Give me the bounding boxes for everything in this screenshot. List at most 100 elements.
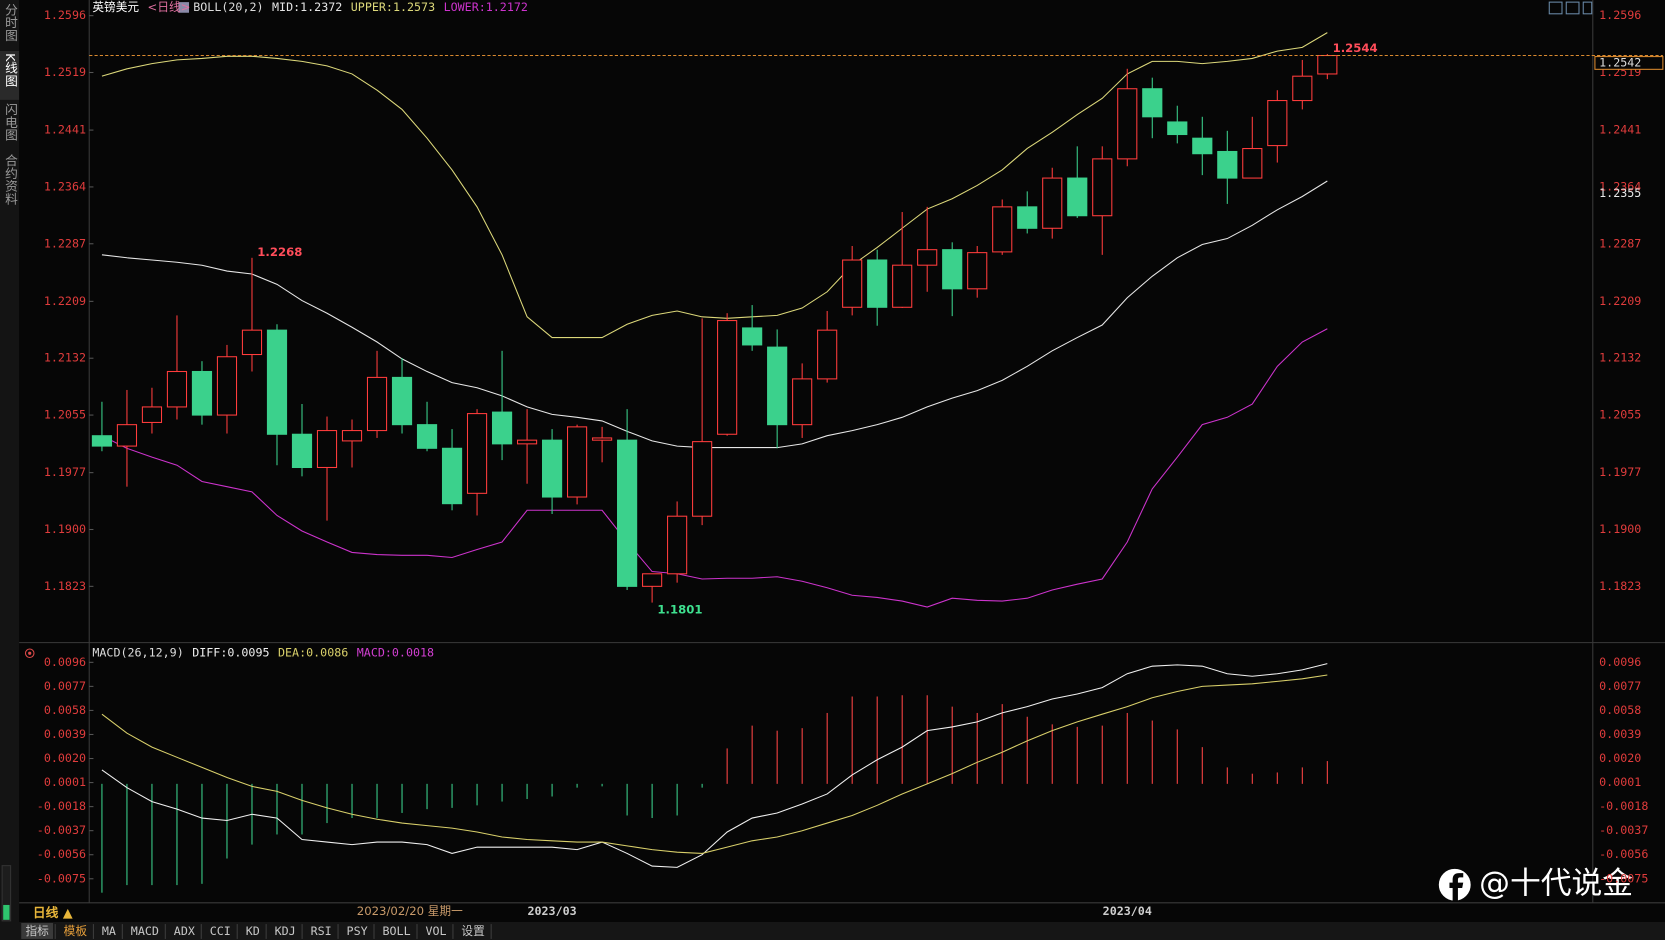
scroll-thumb[interactable]: [3, 904, 10, 920]
icon-button[interactable]: [1582, 1, 1593, 15]
y-tick-label: 1.2132: [44, 351, 86, 365]
y-tick-label: 1.2596: [44, 8, 86, 22]
sidebar-tab[interactable]: 合约资料: [2, 154, 17, 205]
y-tick-label-right: 0.0020: [1599, 751, 1641, 765]
y-tick-label-right: 1.1977: [1599, 465, 1641, 479]
window-icons: [1548, 1, 1593, 15]
price-box-label: 1.2542: [1599, 55, 1641, 69]
legend-item: 英镑美元: [92, 0, 139, 14]
y-tick-label: -0.0056: [37, 847, 86, 861]
y-tick-label: 1.1900: [44, 522, 86, 536]
sidebar-tab[interactable]: K线图: [2, 53, 17, 87]
macd-line: [101, 674, 1328, 854]
y-tick-label-right: 0.0039: [1599, 727, 1641, 741]
y-tick-label: 1.2441: [44, 123, 86, 137]
toolbar-item[interactable]: KD: [246, 924, 260, 938]
candle-body: [216, 356, 238, 416]
scroll-track: [1, 865, 12, 922]
y-tick-label: 0.0096: [44, 655, 86, 669]
candle-body: [567, 426, 588, 498]
candle-body: [892, 264, 913, 308]
candle-body: [191, 370, 213, 416]
y-tick-label: -0.0037: [37, 823, 86, 837]
candle-body: [116, 424, 138, 447]
candle-body: [266, 329, 288, 435]
indicator-icon[interactable]: [178, 2, 190, 13]
candle-body: [717, 320, 738, 435]
toolbar-item[interactable]: PSY: [347, 924, 368, 938]
candle-body: [541, 439, 563, 498]
low-label: 1.1801: [657, 603, 702, 617]
sidebar-tab[interactable]: 分时图: [2, 3, 17, 42]
y-tick-label: 1.2055: [44, 408, 86, 422]
candle-body: [241, 329, 263, 356]
candle-body: [141, 406, 163, 423]
macd-icon-dot: [28, 651, 32, 655]
y-tick-label: 0.0039: [44, 727, 86, 741]
candle-body: [366, 376, 388, 432]
y-tick-label: -0.0075: [37, 871, 86, 885]
y-tick-label-right: 1.2209: [1599, 294, 1641, 308]
y-tick-label-right: 1.2132: [1599, 351, 1641, 365]
toolbar-item[interactable]: RSI: [311, 924, 332, 938]
candle-body: [91, 435, 113, 447]
sidebar-tab[interactable]: 闪电图: [2, 103, 17, 142]
y-tick-label-right: 1.2287: [1599, 236, 1641, 250]
axis-marker: 1.2355: [1599, 186, 1641, 200]
y-tick-label: 0.0001: [44, 775, 86, 789]
y-tick-label-right: -0.0075: [1599, 871, 1648, 885]
boll-line: [101, 180, 1328, 449]
y-tick-label-right: 1.1823: [1599, 579, 1641, 593]
candle-body: [692, 441, 713, 517]
boll-line: [101, 328, 1328, 608]
y-tick-label: -0.0018: [37, 799, 86, 813]
toolbar-item[interactable]: 设置: [461, 924, 485, 938]
candle-body: [667, 515, 688, 575]
toolbar-item[interactable]: KDJ: [275, 924, 296, 938]
toolbar-item[interactable]: CCI: [210, 924, 231, 938]
toolbar-item[interactable]: MA: [102, 924, 116, 938]
candle-body: [1067, 177, 1088, 217]
candle-body: [942, 249, 963, 290]
toolbar-item[interactable]: ADX: [174, 924, 195, 938]
period-button[interactable]: 日线 ▲: [33, 905, 73, 921]
cursor-date: 2023/02/20 星期一: [357, 904, 463, 918]
icon-button[interactable]: [1548, 1, 1563, 15]
candle-body: [767, 346, 788, 426]
candle-body: [1042, 177, 1063, 229]
toolbar-active: [21, 923, 54, 939]
icon-button[interactable]: [1565, 1, 1580, 15]
sidebar: [0, 0, 20, 940]
toolbar-item[interactable]: BOLL: [383, 924, 411, 938]
candle-body: [391, 376, 413, 426]
candle-body: [592, 437, 613, 441]
legend-item: MACD(26,12,9): [92, 646, 183, 660]
candle-body: [1117, 88, 1138, 160]
y-tick-label: 1.1823: [44, 579, 86, 593]
high-label: 1.2268: [257, 245, 302, 259]
y-tick-label: 1.2364: [44, 179, 86, 193]
legend-item: DEA:0.0086: [278, 646, 348, 660]
legend-item: DIFF:0.0095: [192, 646, 269, 660]
y-tick-label-right: 1.2055: [1599, 408, 1641, 422]
candle-body: [1242, 148, 1263, 179]
y-tick-label: 1.1977: [44, 465, 86, 479]
candle-body: [1192, 137, 1213, 155]
toolbar-item[interactable]: 模板: [64, 924, 88, 938]
y-tick-label-right: 1.2364: [1599, 179, 1641, 193]
candle-body: [1092, 158, 1113, 217]
candle-body: [1292, 75, 1313, 102]
candle-body: [917, 249, 938, 266]
y-tick-label-right: 0.0001: [1599, 775, 1641, 789]
toolbar-item[interactable]: 指标: [25, 924, 49, 938]
x-tick-label: 2023/04: [1103, 904, 1152, 918]
candle-body: [817, 329, 838, 380]
toolbar-item[interactable]: VOL: [425, 924, 446, 938]
watermark-icon: [1438, 868, 1471, 902]
toolbar-item[interactable]: MACD: [131, 924, 159, 938]
candle-body: [516, 439, 538, 445]
macd-icon[interactable]: [24, 648, 35, 658]
